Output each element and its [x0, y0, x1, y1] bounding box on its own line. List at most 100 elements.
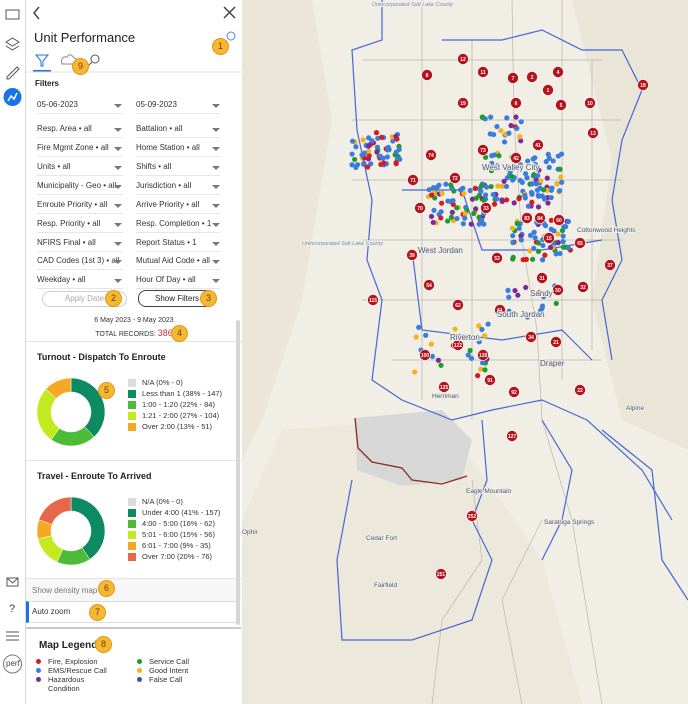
help-icon[interactable]: ?	[9, 603, 16, 615]
back-button[interactable]	[33, 6, 40, 20]
incident-dot	[465, 352, 471, 358]
station-marker	[477, 349, 489, 361]
pencil-icon[interactable]	[6, 66, 20, 80]
incident-dot	[516, 225, 522, 231]
legend-swatch	[128, 520, 136, 528]
incident-dot	[546, 155, 552, 161]
incident-dot	[482, 192, 489, 198]
dropdown-caret[interactable]	[212, 104, 220, 108]
incident-dot	[354, 162, 361, 168]
station-marker	[637, 79, 649, 91]
density-map-toggle[interactable]: Show density map	[32, 586, 98, 595]
perf-label[interactable]: perf	[6, 659, 20, 668]
dropdown-caret[interactable]	[114, 104, 122, 108]
dropdown-caret[interactable]	[114, 185, 122, 189]
filter-dropdown[interactable]: Arrive Priority • all	[136, 200, 200, 209]
filter-dropdown[interactable]: Resp. Priority • all	[37, 219, 101, 228]
place-label: Cottonwood Heights	[577, 227, 636, 234]
filter-dropdown[interactable]: Battalion • all	[136, 124, 183, 133]
incident-dot	[390, 138, 396, 144]
filter-dropdown[interactable]: Jurisdiction • all	[136, 181, 192, 190]
legend-label: N/A (0% - 0)	[142, 378, 183, 387]
filter-dropdown[interactable]: NFIRS Final • all	[37, 238, 96, 247]
filter-dropdown[interactable]: Hour Of Day • all	[136, 275, 196, 284]
filter-dropdown[interactable]: Units • all	[37, 162, 71, 171]
chart-title: Turnout - Dispatch To Enroute	[37, 352, 166, 362]
dropdown-caret[interactable]	[212, 242, 220, 246]
incident-dot	[478, 366, 484, 372]
station-marker	[574, 237, 586, 249]
station-label: 33	[483, 206, 489, 212]
dropdown-caret[interactable]	[114, 223, 122, 227]
callout-badge: 2	[105, 290, 122, 307]
place-label: South Jordan	[497, 310, 545, 319]
incident-dot	[548, 187, 554, 193]
filter-dropdown[interactable]: Mutual Aid Code • all	[136, 256, 210, 265]
dropdown-caret[interactable]	[114, 166, 122, 170]
incident-dot	[359, 152, 365, 158]
incident-dot	[555, 153, 561, 159]
place-label: Unincorporated Salt Lake County	[372, 2, 454, 8]
incident-dot	[491, 201, 498, 207]
dropdown-caret[interactable]	[212, 279, 220, 283]
incident-dot	[450, 201, 456, 208]
perf-circle[interactable]	[3, 654, 22, 674]
legend-label: N/A (0% - 0)	[142, 497, 183, 506]
filter-dropdown[interactable]: 05-09-2023	[136, 100, 177, 109]
filter-dropdown[interactable]: Municipality - Geo • all	[37, 181, 117, 190]
filter-dropdown[interactable]: CAD Codes (1st 3) • all	[37, 256, 120, 265]
filter-dropdown[interactable]: Shifts • all	[136, 162, 172, 171]
filter-tab[interactable]	[34, 54, 50, 67]
incident-dot	[529, 199, 535, 205]
legend-dot	[137, 668, 142, 673]
filter-dropdown[interactable]: Enroute Priority • all	[37, 200, 108, 209]
dropdown-caret[interactable]	[212, 260, 220, 264]
scrollbar[interactable]	[236, 320, 240, 625]
filter-dropdown[interactable]: Report Status • 1	[136, 238, 197, 247]
layers-icon[interactable]	[5, 37, 20, 51]
list-icon[interactable]	[6, 631, 19, 641]
dropdown-underline	[136, 232, 220, 233]
donut-segment	[37, 535, 64, 563]
station-label: 13	[590, 131, 596, 137]
dropdown-caret[interactable]	[212, 204, 220, 208]
incident-dot	[527, 232, 534, 238]
dropdown-caret[interactable]	[114, 260, 122, 264]
incident-dot	[553, 251, 559, 257]
incident-dot	[428, 341, 434, 347]
legend-dot	[137, 659, 142, 664]
filter-dropdown[interactable]: 05-06-2023	[37, 100, 78, 109]
dropdown-caret[interactable]	[114, 147, 122, 151]
dropdown-caret[interactable]	[114, 128, 122, 132]
incident-dot	[494, 123, 500, 130]
dropdown-caret[interactable]	[114, 279, 122, 283]
filter-dropdown[interactable]: Weekday • all	[37, 275, 86, 284]
filter-dropdown[interactable]: Resp. Area • all	[37, 124, 92, 133]
filter-dropdown[interactable]: Fire Mgmt Zone • all	[37, 143, 109, 152]
settings-button[interactable]	[226, 31, 236, 41]
density-row[interactable]	[26, 578, 242, 601]
search-tab[interactable]	[90, 54, 100, 64]
incident-dot	[533, 177, 539, 183]
dropdown-caret[interactable]	[212, 147, 220, 151]
mail-icon[interactable]	[6, 577, 19, 587]
presentation-icon[interactable]	[5, 9, 20, 20]
filter-dropdown[interactable]: Home Station • all	[136, 143, 200, 152]
dropdown-caret[interactable]	[114, 204, 122, 208]
auto-zoom-toggle[interactable]: Auto zoom	[32, 607, 71, 616]
apply-date-button[interactable]: Apply Date	[42, 291, 127, 307]
station-label: 21	[553, 340, 559, 346]
close-button[interactable]	[223, 6, 236, 19]
dropdown-caret[interactable]	[114, 242, 122, 246]
incident-dot	[366, 153, 372, 159]
dropdown-caret[interactable]	[212, 128, 220, 132]
filter-dropdown[interactable]: Resp. Completion • 1	[136, 219, 212, 228]
dropdown-caret[interactable]	[212, 223, 220, 227]
station-label: 92	[511, 390, 517, 396]
incident-dot	[511, 200, 517, 206]
place-labels: West Jordan West Valley City Sandy South Jo…	[242, 1, 645, 590]
station-marker	[525, 331, 537, 343]
dropdown-caret[interactable]	[212, 185, 220, 189]
dropdown-caret[interactable]	[212, 166, 220, 170]
